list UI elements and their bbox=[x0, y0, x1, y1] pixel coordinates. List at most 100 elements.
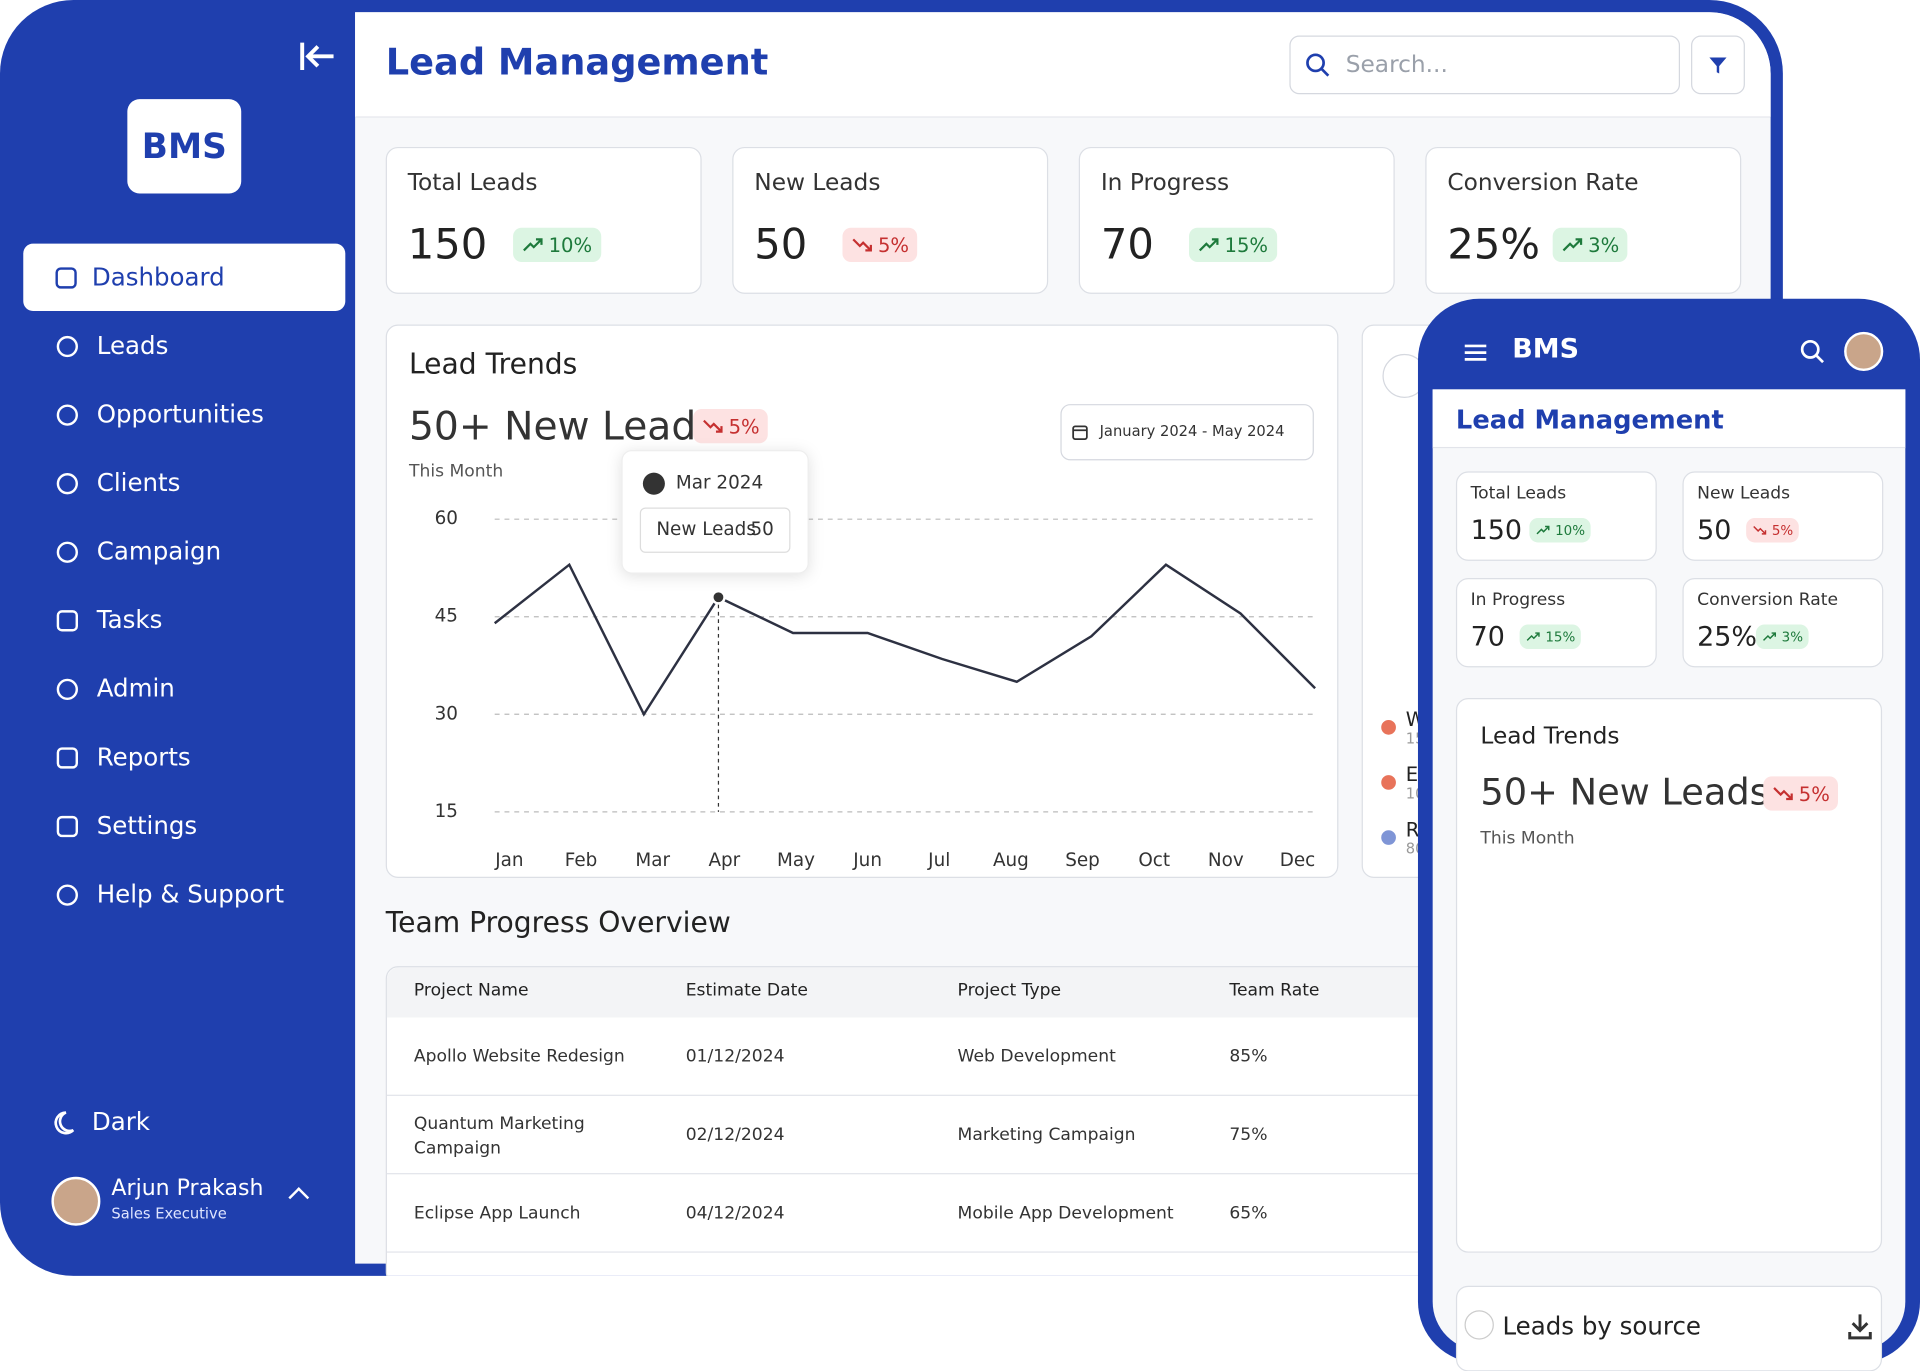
nav-item[interactable]: Dashboard bbox=[91, 262, 225, 292]
icon-part bbox=[1320, 67, 1330, 77]
icon-part bbox=[56, 335, 78, 358]
legend-label: R bbox=[1405, 817, 1420, 842]
legend-label: E bbox=[1405, 762, 1419, 787]
stat-value: 150 bbox=[1470, 515, 1523, 547]
change: 5% bbox=[877, 233, 910, 257]
nav-item[interactable]: Leads bbox=[96, 330, 169, 361]
icon-part bbox=[56, 404, 78, 426]
change: 5% bbox=[1798, 781, 1830, 806]
nav-item[interactable]: Settings bbox=[96, 810, 198, 841]
icon-part bbox=[1211, 238, 1219, 245]
stat-badge: 10% bbox=[1529, 517, 1592, 543]
nav-item[interactable]: Help & Support bbox=[96, 879, 285, 909]
icon bbox=[54, 1111, 75, 1135]
icon bbox=[300, 42, 334, 71]
icon bbox=[852, 238, 872, 252]
stat-badge: 3% bbox=[1552, 227, 1628, 263]
icon bbox=[56, 610, 78, 632]
nav-active bbox=[23, 243, 346, 312]
icon bbox=[56, 404, 78, 426]
icon-part bbox=[865, 244, 872, 252]
change: 15% bbox=[1545, 628, 1576, 645]
mobile-title-bar bbox=[1432, 389, 1906, 449]
icon bbox=[56, 678, 78, 701]
mobile-trend-title: Lead Trends bbox=[1480, 722, 1620, 750]
stat-value: 150 bbox=[407, 220, 488, 270]
icon-part bbox=[1535, 632, 1540, 637]
mobile-avatar bbox=[1844, 331, 1884, 372]
icon-part bbox=[1753, 526, 1767, 535]
stat-card bbox=[1682, 471, 1884, 561]
icon bbox=[1753, 526, 1767, 535]
icon bbox=[1773, 787, 1793, 801]
cell: 01/12/2024 bbox=[685, 1046, 785, 1067]
stat-card bbox=[1078, 146, 1395, 294]
chevron bbox=[288, 1187, 310, 1208]
stat-badge: 15% bbox=[1188, 227, 1277, 263]
nav-item[interactable]: Opportunities bbox=[96, 399, 264, 429]
row-border bbox=[386, 1173, 1487, 1175]
logo-box bbox=[127, 99, 242, 194]
icon-part bbox=[1800, 339, 1820, 359]
icon-part bbox=[1562, 238, 1582, 252]
icon-part bbox=[56, 610, 78, 632]
user-name: Arjun Prakash bbox=[111, 1175, 264, 1202]
cell: 75% bbox=[1229, 1125, 1268, 1145]
trend-period: This Month bbox=[408, 461, 504, 482]
icon-part bbox=[54, 1111, 75, 1135]
icon bbox=[56, 541, 78, 563]
cell: 02/12/2024 bbox=[685, 1125, 785, 1145]
icon-part bbox=[1771, 632, 1777, 637]
nav-item[interactable]: Clients bbox=[96, 467, 181, 498]
column-header: Team Rate bbox=[1229, 980, 1320, 1001]
change: 3% bbox=[1588, 233, 1620, 257]
page-title: Lead Management bbox=[385, 41, 769, 85]
icon bbox=[1306, 53, 1330, 77]
icon bbox=[1464, 344, 1487, 361]
stat-label: New Leads bbox=[754, 168, 881, 196]
icon-part bbox=[1306, 53, 1325, 73]
stat-badge: 5% bbox=[842, 227, 918, 263]
icon-part bbox=[1575, 238, 1583, 245]
nav-item[interactable]: Admin bbox=[96, 673, 175, 703]
icon bbox=[56, 473, 78, 495]
search-placeholder: Search... bbox=[1345, 51, 1448, 79]
trend-title: Lead Trends bbox=[408, 348, 578, 381]
stat-label: New Leads bbox=[1697, 483, 1791, 504]
mobile-trend-badge: 5% bbox=[1763, 776, 1839, 811]
change: 3% bbox=[1781, 628, 1804, 645]
icon-part bbox=[1526, 632, 1540, 641]
legend-dot bbox=[1381, 720, 1396, 735]
search-box bbox=[1289, 35, 1681, 95]
row-border bbox=[386, 1094, 1487, 1096]
icon bbox=[1763, 632, 1777, 641]
nav-item[interactable]: Tasks bbox=[96, 604, 163, 635]
stat-value: 70 bbox=[1100, 220, 1154, 270]
icon bbox=[1800, 339, 1824, 364]
cell: Mobile App Development bbox=[957, 1203, 1174, 1224]
nav-item[interactable]: Campaign bbox=[96, 536, 222, 566]
change: 10% bbox=[1555, 522, 1586, 539]
icon-part bbox=[1761, 530, 1767, 535]
icon-part bbox=[56, 884, 78, 906]
icon-part bbox=[1763, 632, 1776, 641]
icon bbox=[56, 815, 78, 838]
icon-part bbox=[535, 238, 543, 245]
nav-item[interactable]: Reports bbox=[96, 742, 191, 772]
date-range[interactable] bbox=[1060, 404, 1314, 461]
stat-label: Total Leads bbox=[407, 168, 538, 196]
mobile-brand: BMS bbox=[1512, 334, 1580, 365]
icon bbox=[56, 747, 78, 769]
icon-part bbox=[1198, 238, 1219, 252]
stat-card bbox=[732, 146, 1049, 294]
trend-badge: 5% bbox=[693, 408, 769, 444]
theme-toggle[interactable]: Dark bbox=[91, 1106, 150, 1137]
stat-label: In Progress bbox=[1100, 168, 1230, 196]
row-border bbox=[386, 1251, 1487, 1253]
change: 5% bbox=[728, 414, 760, 438]
rupee-icon bbox=[1464, 1310, 1494, 1340]
cell: Eclipse App Launch bbox=[413, 1203, 581, 1224]
icon-part bbox=[56, 678, 78, 701]
table bbox=[385, 966, 1488, 1276]
